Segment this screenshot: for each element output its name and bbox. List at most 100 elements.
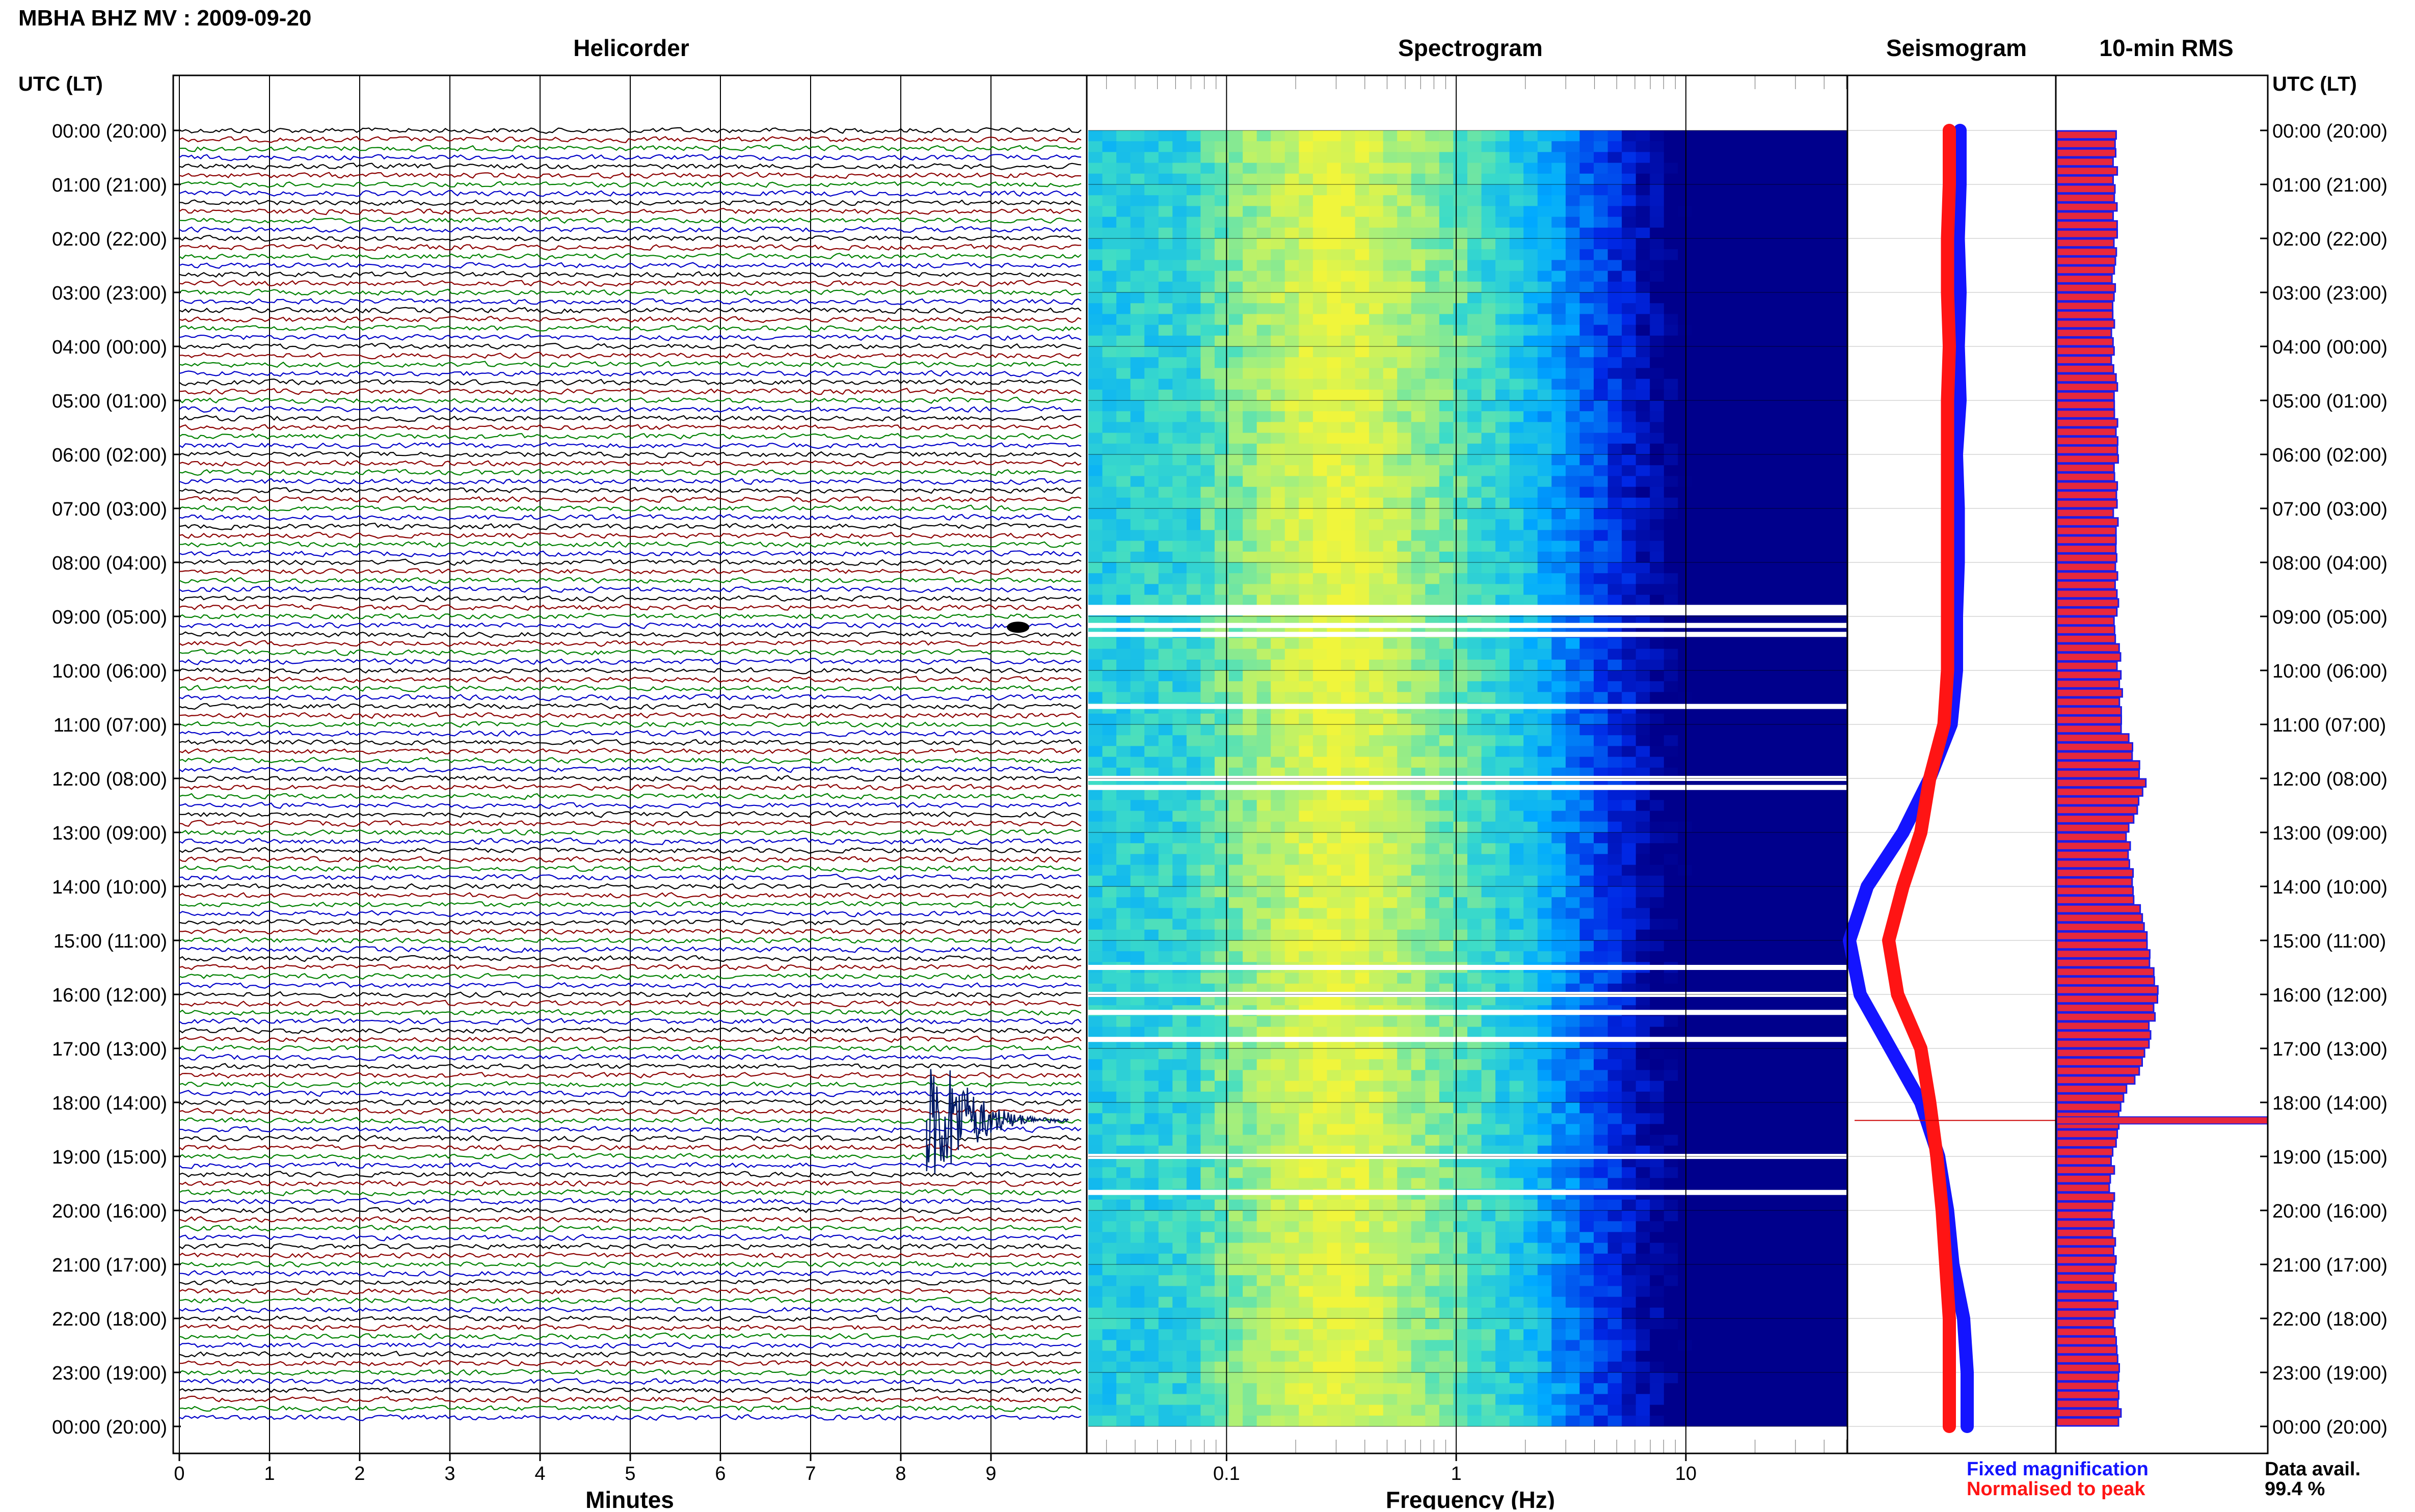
spectrogram-cell	[1439, 238, 1454, 250]
spectrogram-cell	[1341, 811, 1355, 822]
spectrogram-cell	[1341, 130, 1355, 142]
spectrogram-cell	[1088, 476, 1103, 487]
spectrogram-cell	[1425, 260, 1439, 271]
spectrogram-cell	[1383, 498, 1398, 509]
spectrogram-cell	[1439, 1016, 1454, 1027]
spectrogram-cell	[1341, 1081, 1355, 1092]
spectrogram-cell	[1172, 660, 1187, 671]
spectrogram-cell	[1187, 152, 1201, 163]
spectrogram-cell	[1411, 541, 1426, 552]
spectrogram-cell	[1187, 271, 1201, 282]
spectrogram-cell	[1103, 746, 1117, 757]
spectrogram-cell	[1832, 379, 1846, 390]
spectrogram-cell	[1453, 400, 1467, 412]
spectrogram-cell	[1200, 649, 1215, 660]
spectrogram-cell	[1172, 249, 1187, 260]
spectrogram-cell	[1790, 487, 1805, 498]
spectrogram-cell	[1622, 660, 1636, 671]
spectrogram-cell	[1804, 876, 1818, 887]
spectrogram-cell	[1131, 865, 1145, 876]
spectrogram-cell	[1523, 897, 1538, 908]
spectrogram-cell	[1411, 1059, 1426, 1070]
spectrogram-cell	[1720, 390, 1734, 401]
spectrogram-cell	[1608, 735, 1622, 746]
spectrogram-cell	[1664, 919, 1678, 930]
spectrogram-cell	[1734, 530, 1749, 541]
spectrogram-cell	[1579, 476, 1594, 487]
spectrogram-cell	[1172, 174, 1187, 185]
spectrogram-cell	[1327, 530, 1341, 541]
spectrogram-cell	[1832, 444, 1846, 455]
spectrogram-cell	[1692, 552, 1706, 563]
spectrogram-cell	[1159, 141, 1173, 152]
spectrogram-cell	[1650, 1016, 1664, 1027]
spectrogram-cell	[1369, 292, 1383, 304]
spectrogram-cell	[1495, 865, 1510, 876]
spectrogram-cell	[1172, 1081, 1187, 1092]
spectrogram-cell	[1453, 638, 1467, 649]
spectrogram-cell	[1748, 811, 1762, 822]
spectrogram-cell	[1692, 843, 1706, 854]
spectrogram-cell	[1257, 757, 1271, 768]
spectrogram-cell	[1664, 638, 1678, 649]
spectrogram-cell	[1327, 487, 1341, 498]
spectrogram-cell	[1131, 800, 1145, 811]
spectrogram-cell	[1467, 843, 1482, 854]
spectrogram-cell	[1131, 724, 1145, 736]
spectrogram-cell	[1172, 195, 1187, 206]
spectrogram-cell	[1748, 444, 1762, 455]
spectrogram-cell	[1664, 336, 1678, 347]
spectrogram-cell	[1538, 876, 1552, 887]
spectrogram-cell	[1692, 379, 1706, 390]
spectrogram-cell	[1551, 519, 1566, 530]
spectrogram-cell	[1566, 282, 1580, 293]
spectrogram-cell	[1664, 1070, 1678, 1081]
spectrogram-cell	[1131, 400, 1145, 412]
spectrogram-cell	[1482, 487, 1496, 498]
spectrogram-cell	[1116, 260, 1131, 271]
spectrogram-cell	[1664, 876, 1678, 887]
spectrogram-cell	[1313, 130, 1327, 142]
spectrogram-cell	[1257, 724, 1271, 736]
spectrogram-cell	[1116, 541, 1131, 552]
spectrogram-cell	[1467, 800, 1482, 811]
spectrogram-cell	[1551, 562, 1566, 574]
spectrogram-cell	[1172, 433, 1187, 444]
spectrogram-cell	[1453, 465, 1467, 476]
spectrogram-cell	[1706, 757, 1720, 768]
spectrogram-cell	[1453, 541, 1467, 552]
spectrogram-cell	[1818, 584, 1833, 595]
spectrogram-cell	[1482, 141, 1496, 152]
spectrogram-cell	[1538, 336, 1552, 347]
spectrogram-cell	[1650, 184, 1664, 196]
spectrogram-cell	[1172, 919, 1187, 930]
spectrogram-cell	[1116, 346, 1131, 358]
spectrogram-cell	[1706, 292, 1720, 304]
spectrogram-cell	[1776, 465, 1790, 476]
spectrogram-cell	[1482, 206, 1496, 217]
spectrogram-cell	[1453, 865, 1467, 876]
spectrogram-cell	[1594, 897, 1608, 908]
spectrogram-cell	[1131, 314, 1145, 325]
spectrogram-cell	[1776, 940, 1790, 952]
spectrogram-cell	[1678, 174, 1692, 185]
spectrogram-cell	[1622, 195, 1636, 206]
spectrogram-cell	[1636, 390, 1650, 401]
spectrogram-cell	[1313, 681, 1327, 692]
spectrogram-cell	[1790, 595, 1805, 606]
spectrogram-cell	[1439, 195, 1454, 206]
spectrogram-cell	[1299, 811, 1313, 822]
spectrogram-cell	[1538, 1059, 1552, 1070]
spectrogram-cell	[1299, 724, 1313, 736]
spectrogram-cell	[1439, 163, 1454, 174]
spectrogram-cell	[1257, 865, 1271, 876]
spectrogram-cell	[1622, 487, 1636, 498]
spectrogram-cell	[1523, 573, 1538, 584]
spectrogram-cell	[1172, 843, 1187, 854]
spectrogram-cell	[1131, 465, 1145, 476]
spectrogram-cell	[1608, 789, 1622, 800]
spectrogram-cell	[1200, 444, 1215, 455]
spectrogram-cell	[1551, 930, 1566, 941]
spectrogram-cell	[1776, 886, 1790, 898]
spectrogram-cell	[1355, 217, 1370, 228]
